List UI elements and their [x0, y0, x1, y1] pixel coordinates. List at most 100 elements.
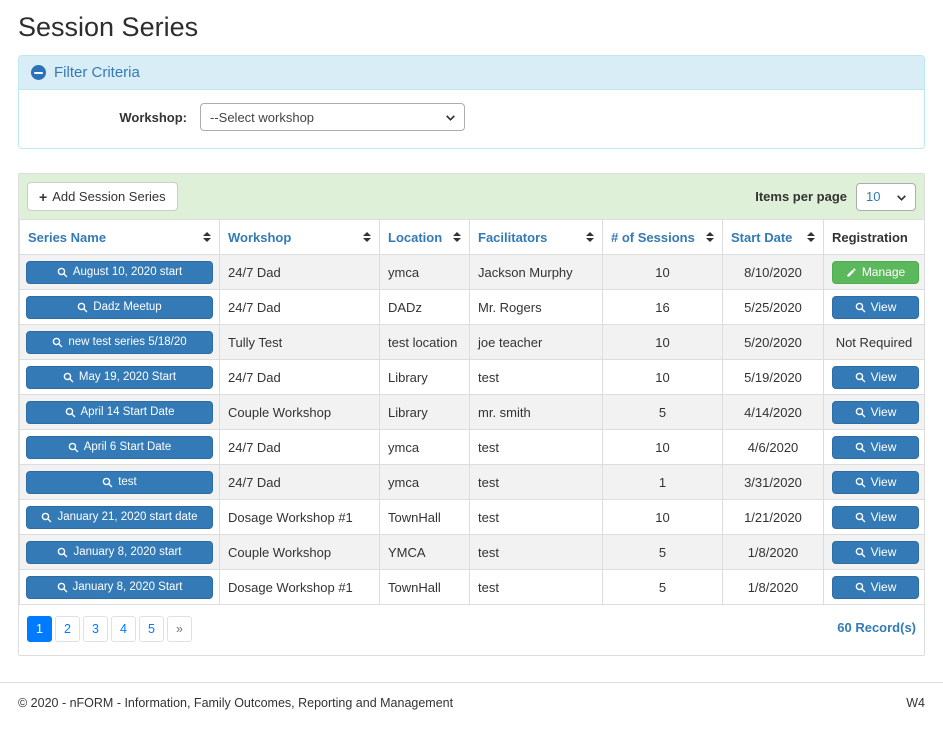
sort-updown-icon [586, 232, 594, 242]
series-name-label: January 8, 2020 Start [72, 581, 183, 593]
series-name-button[interactable]: April 6 Start Date [26, 435, 213, 459]
view-button[interactable]: View [832, 295, 919, 319]
start-date-cell: 8/10/2020 [722, 254, 824, 290]
series-name-button[interactable]: May 19, 2020 Start [26, 365, 213, 389]
page-button-2[interactable]: 2 [55, 616, 80, 642]
location-cell: test location [379, 324, 470, 360]
next-page-button[interactable]: » [167, 616, 192, 642]
table-row: new test series 5/18/20 Tully Test test lo… [19, 324, 924, 360]
filter-criteria-body: Workshop: --Select workshop [19, 90, 924, 148]
series-name-button[interactable]: August 10, 2020 start [26, 260, 213, 284]
workshop-select[interactable]: --Select workshop [200, 103, 465, 131]
search-icon [65, 407, 75, 417]
location-cell: ymca [379, 464, 470, 500]
page-button-1[interactable]: 1 [27, 616, 52, 642]
table-row: Dadz Meetup 24/7 Dad DADz Mr. Rogers 16 5/25/… [19, 289, 924, 325]
view-button[interactable]: View [832, 365, 919, 389]
column-label: Facilitators [478, 229, 548, 245]
pencil-icon [847, 267, 856, 277]
column-header-start-date[interactable]: Start Date [722, 219, 824, 255]
view-button[interactable]: View [832, 470, 919, 494]
items-per-page-select[interactable]: 10 [856, 182, 916, 211]
location-cell: ymca [379, 254, 470, 290]
series-name-button[interactable]: test [26, 470, 213, 494]
view-button[interactable]: View [832, 435, 919, 459]
column-header-workshop[interactable]: Workshop [219, 219, 380, 255]
view-button-label: View [870, 580, 897, 594]
table-header-row: Series Name Workshop Location Facilitato… [19, 219, 924, 255]
facilitators-cell: test [469, 429, 603, 465]
registration-cell: View [823, 534, 924, 570]
column-label: Start Date [731, 229, 793, 245]
session-series-panel: + Add Session Series Items per page 10 S [18, 173, 925, 656]
sessions-cell: 16 [602, 289, 723, 325]
start-date-cell: 4/6/2020 [722, 429, 824, 465]
series-name-cell: new test series 5/18/20 [19, 324, 220, 360]
workshop-cell: Tully Test [219, 324, 380, 360]
facilitators-cell: test [469, 569, 603, 605]
search-icon [855, 372, 866, 382]
start-date-cell: 5/19/2020 [722, 359, 824, 395]
view-button[interactable]: View [832, 400, 919, 424]
series-name-cell: January 21, 2020 start date [19, 499, 220, 535]
start-date-cell: 5/25/2020 [722, 289, 824, 325]
view-button[interactable]: View [832, 505, 919, 529]
search-icon [42, 512, 52, 522]
column-header-location[interactable]: Location [379, 219, 470, 255]
items-per-page-select-wrap: 10 [856, 182, 916, 211]
series-name-button[interactable]: new test series 5/18/20 [26, 330, 213, 354]
registration-cell: Manage [823, 254, 924, 290]
column-header-facilitators[interactable]: Facilitators [469, 219, 603, 255]
workshop-cell: 24/7 Dad [219, 429, 380, 465]
registration-cell: View [823, 499, 924, 535]
view-button[interactable]: View [832, 575, 919, 599]
registration-cell: View [823, 289, 924, 325]
workshop-cell: 24/7 Dad [219, 254, 380, 290]
series-name-button[interactable]: April 14 Start Date [26, 400, 213, 424]
series-name-cell: May 19, 2020 Start [19, 359, 220, 395]
series-name-button[interactable]: January 8, 2020 start [26, 540, 213, 564]
table-row: January 21, 2020 start date Dosage Worksh… [19, 499, 924, 535]
series-name-label: January 8, 2020 start [73, 546, 182, 558]
pagination-row: 1 2 3 4 5» 60 Record(s) [19, 605, 924, 655]
search-icon [57, 267, 68, 277]
search-icon [58, 547, 68, 557]
series-name-button[interactable]: January 8, 2020 Start [26, 575, 213, 599]
registration-cell: View [823, 394, 924, 430]
search-icon [855, 302, 866, 312]
minus-circle-icon[interactable] [31, 65, 46, 80]
page-button-3[interactable]: 3 [83, 616, 108, 642]
series-name-cell: April 14 Start Date [19, 394, 220, 430]
table-row: May 19, 2020 Start 24/7 Dad Library test 10 5… [19, 359, 924, 395]
series-name-label: Dadz Meetup [93, 301, 162, 313]
filter-criteria-header[interactable]: Filter Criteria [19, 56, 924, 90]
items-per-page: Items per page 10 [755, 182, 916, 211]
manage-button[interactable]: Manage [832, 260, 919, 284]
page-button-4[interactable]: 4 [111, 616, 136, 642]
sort-updown-icon [706, 232, 714, 242]
location-cell: TownHall [379, 499, 470, 535]
start-date-cell: 1/8/2020 [722, 534, 824, 570]
search-icon [57, 582, 67, 592]
sessions-cell: 5 [602, 534, 723, 570]
registration-cell: View [823, 464, 924, 500]
series-name-cell: test [19, 464, 220, 500]
series-name-button[interactable]: Dadz Meetup [26, 295, 213, 319]
column-label: Registration [832, 229, 908, 245]
search-icon [855, 477, 866, 487]
page-footer: © 2020 - nFORM - Information, Family Out… [0, 682, 943, 723]
workshop-cell: Couple Workshop [219, 394, 380, 430]
add-session-series-button[interactable]: + Add Session Series [27, 182, 178, 211]
sort-updown-icon [203, 232, 211, 242]
column-label: Series Name [28, 229, 107, 245]
view-button[interactable]: View [832, 540, 919, 564]
column-header-series-name[interactable]: Series Name [19, 219, 220, 255]
record-count: 60 Record(s) [837, 620, 916, 635]
facilitators-cell: joe teacher [469, 324, 603, 360]
series-name-label: test [118, 476, 137, 488]
series-name-button[interactable]: January 21, 2020 start date [26, 505, 213, 529]
page-button-5[interactable]: 5 [139, 616, 164, 642]
plus-icon: + [39, 188, 48, 205]
facilitators-cell: mr. smith [469, 394, 603, 430]
column-header-num-sessions[interactable]: # of Sessions [602, 219, 723, 255]
